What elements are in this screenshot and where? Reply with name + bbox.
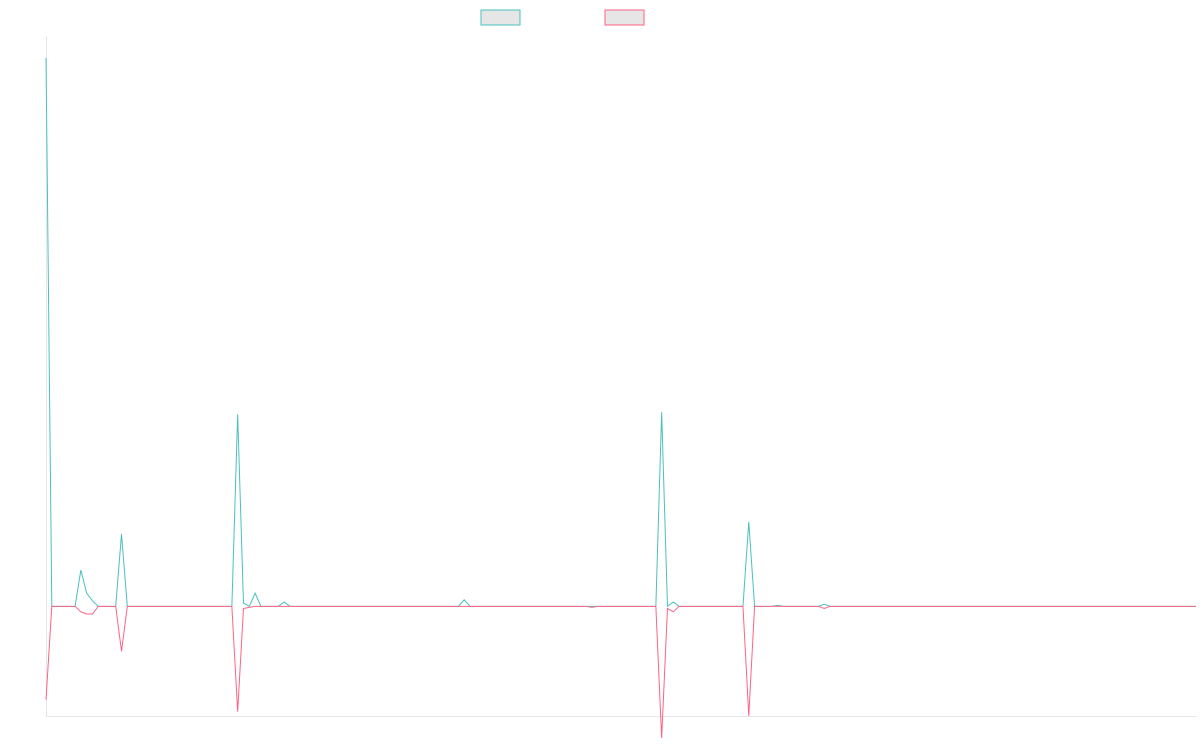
series-layer <box>45 57 1196 738</box>
axes <box>46 36 1196 717</box>
series-line-2 <box>45 605 1196 738</box>
legend-swatch-series-2[interactable] <box>604 9 645 26</box>
series-line-1 <box>45 57 1196 608</box>
legend-swatch-series-1[interactable] <box>480 9 521 26</box>
legend <box>480 9 645 26</box>
